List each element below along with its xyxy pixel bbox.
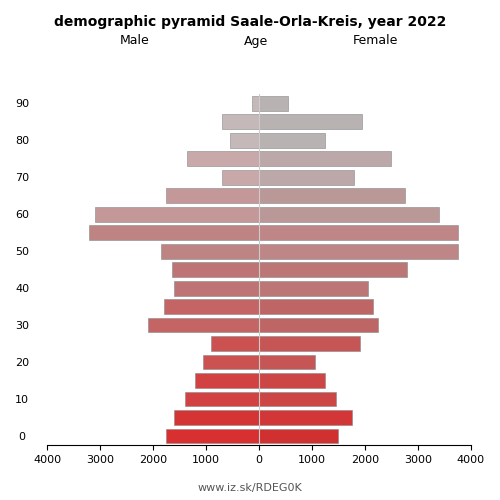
Bar: [196, 373, 259, 388]
Bar: [259, 410, 352, 425]
Bar: [259, 96, 288, 110]
Bar: [259, 373, 325, 388]
Bar: [259, 299, 373, 314]
Bar: [188, 152, 259, 166]
Bar: [259, 336, 360, 351]
Text: Female: Female: [352, 34, 398, 48]
Bar: [174, 410, 259, 425]
Bar: [166, 428, 259, 444]
Bar: [212, 336, 259, 351]
Bar: [259, 152, 392, 166]
Bar: [90, 226, 259, 240]
Bar: [259, 170, 354, 184]
Bar: [259, 133, 325, 148]
Bar: [148, 318, 259, 332]
Bar: [259, 244, 458, 258]
Bar: [185, 392, 259, 406]
Bar: [259, 114, 362, 129]
Bar: [222, 170, 259, 184]
Bar: [174, 280, 259, 295]
Bar: [161, 244, 259, 258]
Text: www.iz.sk/RDEG0K: www.iz.sk/RDEG0K: [198, 482, 302, 492]
Bar: [172, 262, 259, 277]
Bar: [259, 428, 338, 444]
Bar: [259, 318, 378, 332]
Bar: [204, 354, 259, 370]
Bar: [164, 299, 259, 314]
Bar: [259, 262, 408, 277]
Bar: [166, 188, 259, 203]
Text: demographic pyramid Saale-Orla-Kreis, year 2022: demographic pyramid Saale-Orla-Kreis, ye…: [54, 15, 446, 29]
Text: Age: Age: [244, 34, 268, 48]
Bar: [230, 133, 259, 148]
Bar: [222, 114, 259, 129]
Bar: [259, 392, 336, 406]
Bar: [259, 188, 404, 203]
Bar: [259, 207, 439, 222]
Bar: [259, 280, 368, 295]
Bar: [94, 207, 259, 222]
Bar: [252, 96, 259, 110]
Bar: [259, 354, 314, 370]
Bar: [259, 226, 458, 240]
Text: Male: Male: [120, 34, 150, 48]
